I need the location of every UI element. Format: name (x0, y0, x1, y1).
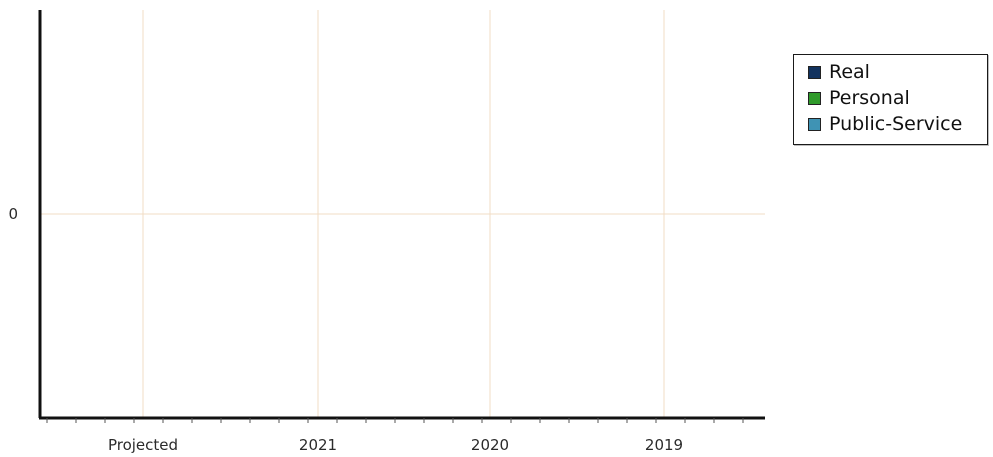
gridlines (40, 10, 765, 418)
legend: Real Personal Public-Service (793, 54, 988, 145)
x-tick-label-2: 2020 (471, 436, 509, 454)
legend-swatch-personal (808, 91, 821, 105)
tick-labels: Projected 2021 2020 2019 0 (8, 205, 683, 454)
legend-swatch-public-service (808, 117, 821, 131)
legend-item-personal: Personal (808, 85, 987, 111)
legend-item-real: Real (808, 59, 987, 85)
legend-item-public-service: Public-Service (808, 111, 987, 137)
axes (38, 10, 765, 423)
y-tick-label-0: 0 (8, 205, 18, 223)
legend-label-real: Real (829, 61, 870, 83)
legend-swatch-real (808, 65, 821, 79)
legend-label-public-service: Public-Service (829, 113, 963, 135)
x-tick-label-0: Projected (108, 436, 178, 454)
legend-label-personal: Personal (829, 87, 910, 109)
x-tick-label-3: 2019 (645, 436, 683, 454)
x-tick-label-1: 2021 (299, 436, 337, 454)
